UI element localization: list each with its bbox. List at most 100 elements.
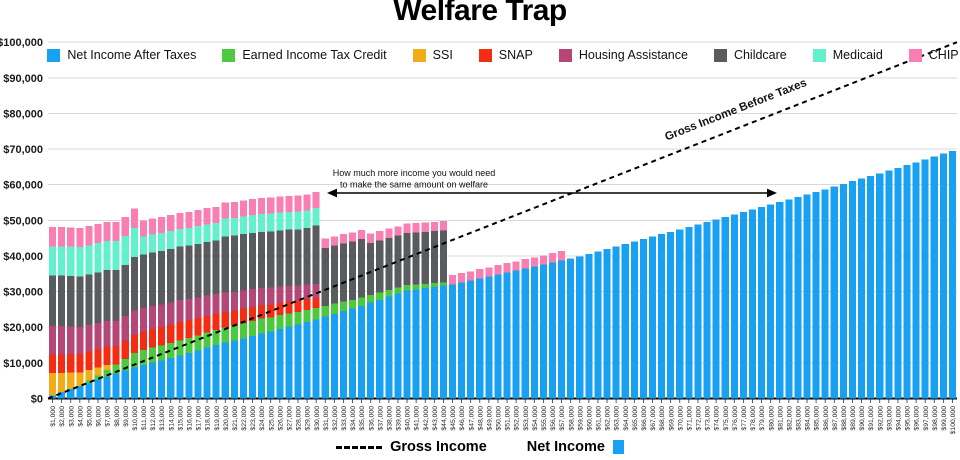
bar-segment-ssi xyxy=(85,369,93,381)
x-tick-label: $25,000 xyxy=(268,406,275,431)
bar-segment-net xyxy=(721,216,729,399)
legend-item-eitc: Earned Income Tax Credit xyxy=(222,48,387,62)
bar-segment-eitc xyxy=(412,284,420,290)
bar-segment-chip xyxy=(303,194,311,211)
bar-segment-housing xyxy=(248,289,257,307)
x-tick-label: $72,000 xyxy=(696,406,703,431)
bar-segment-chip xyxy=(258,197,266,214)
bar-segment-childcare xyxy=(367,242,375,295)
bar-segment-snap xyxy=(239,308,247,324)
bar-segment-eitc xyxy=(339,301,347,312)
bar-segment-chip xyxy=(185,211,193,228)
x-tick-label: $51,000 xyxy=(505,406,512,431)
x-tick-label: $19,000 xyxy=(214,406,221,431)
bar-segment-net xyxy=(267,331,275,399)
bar-segment-housing xyxy=(58,326,66,355)
x-tick-label: $79,000 xyxy=(759,406,766,431)
bar-segment-childcare xyxy=(194,243,202,298)
bar-segment-housing xyxy=(203,295,211,316)
bar-segment-eitc xyxy=(85,380,93,383)
bar-segment-ssi xyxy=(103,365,111,370)
bar-segment-chip xyxy=(448,275,457,285)
x-tick-label: $54,000 xyxy=(532,406,539,431)
bar-segment-net xyxy=(130,367,138,399)
bar-segment-housing xyxy=(112,320,120,346)
legend-label-childcare: Childcare xyxy=(733,48,787,62)
x-tick-label: $48,000 xyxy=(477,406,484,431)
bar-segment-chip xyxy=(558,250,566,261)
bar-segment-chip xyxy=(194,210,202,227)
bar-segment-net xyxy=(748,209,757,399)
bar-segment-net xyxy=(439,285,447,399)
legend-swatch-net xyxy=(47,48,61,62)
bar-segment-housing xyxy=(258,288,266,306)
x-tick-label: $27,000 xyxy=(286,406,293,431)
bar-segment-medicaid xyxy=(76,247,84,277)
bar-segment-net xyxy=(867,175,875,399)
x-tick-label: $70,000 xyxy=(677,406,684,431)
x-tick-label: $43,000 xyxy=(432,406,439,431)
x-tick-label: $29,000 xyxy=(305,406,312,431)
bar-segment-net xyxy=(248,335,257,399)
x-tick-label: $55,000 xyxy=(541,406,548,431)
legend-label-chip: CHIP xyxy=(928,48,959,62)
bar-segment-net xyxy=(76,386,84,399)
bar-segment-snap xyxy=(94,348,102,368)
y-tick-label: $80,000 xyxy=(3,108,43,120)
bar-segment-net xyxy=(912,162,920,399)
bar-segment-childcare xyxy=(94,272,102,323)
bar-segment-snap xyxy=(103,346,111,366)
bar-segment-childcare xyxy=(321,247,329,306)
x-tick-label: $17,000 xyxy=(196,406,203,431)
bar-segment-eitc xyxy=(276,315,284,330)
bar-segment-net xyxy=(312,319,320,399)
bar-segment-net xyxy=(821,189,829,399)
x-tick-label: $18,000 xyxy=(205,406,212,431)
bottom-legend-net-income-label: Net Income xyxy=(526,439,605,455)
bar-segment-snap xyxy=(176,321,184,341)
x-tick-label: $23,000 xyxy=(250,406,257,431)
x-tick-label: $33,000 xyxy=(341,406,348,431)
bar-segment-net xyxy=(630,241,638,399)
bar-segment-childcare xyxy=(430,231,438,284)
bar-segment-eitc xyxy=(239,323,247,339)
bar-segment-chip xyxy=(403,223,411,233)
bar-segment-childcare xyxy=(139,254,147,308)
bar-segment-net xyxy=(221,342,229,399)
bar-segment-net xyxy=(403,290,411,399)
bar-segment-medicaid xyxy=(167,231,175,249)
bar-segment-eitc xyxy=(148,347,157,363)
x-tick-label: $16,000 xyxy=(186,406,193,431)
bar-segment-medicaid xyxy=(248,215,257,233)
bar-segment-net xyxy=(430,286,438,399)
bar-segment-net xyxy=(530,266,538,399)
x-tick-label: $37,000 xyxy=(377,406,384,431)
bar-segment-chip xyxy=(58,227,66,247)
bar-segment-chip xyxy=(539,255,547,265)
x-tick-label: $24,000 xyxy=(259,406,266,431)
bar-segment-eitc xyxy=(303,309,311,322)
bar-segment-chip xyxy=(503,263,511,273)
x-tick-label: $26,000 xyxy=(277,406,284,431)
bar-segment-eitc xyxy=(285,313,293,327)
bar-segment-net xyxy=(485,276,493,399)
x-tick-label: $96,000 xyxy=(914,406,921,431)
bar-segment-chip xyxy=(321,238,329,248)
bar-segment-childcare xyxy=(248,232,257,290)
x-tick-label: $74,000 xyxy=(714,406,721,431)
bar-segment-net xyxy=(903,165,911,399)
x-tick-label: $81,000 xyxy=(777,406,784,431)
bar-segment-net xyxy=(667,231,675,399)
x-tick-label: $60,000 xyxy=(586,406,593,431)
bar-segment-chip xyxy=(348,232,357,242)
bar-segment-chip xyxy=(94,223,102,244)
x-tick-label: $83,000 xyxy=(796,406,803,431)
bar-segment-eitc xyxy=(430,283,438,287)
bar-segment-chip xyxy=(485,267,493,277)
bar-segment-eitc xyxy=(403,284,411,291)
bar-segment-net xyxy=(203,347,211,399)
x-tick-label: $75,000 xyxy=(723,406,730,431)
bar-segment-eitc xyxy=(185,337,193,353)
bar-segment-childcare xyxy=(203,242,211,296)
bar-segment-snap xyxy=(303,299,311,310)
